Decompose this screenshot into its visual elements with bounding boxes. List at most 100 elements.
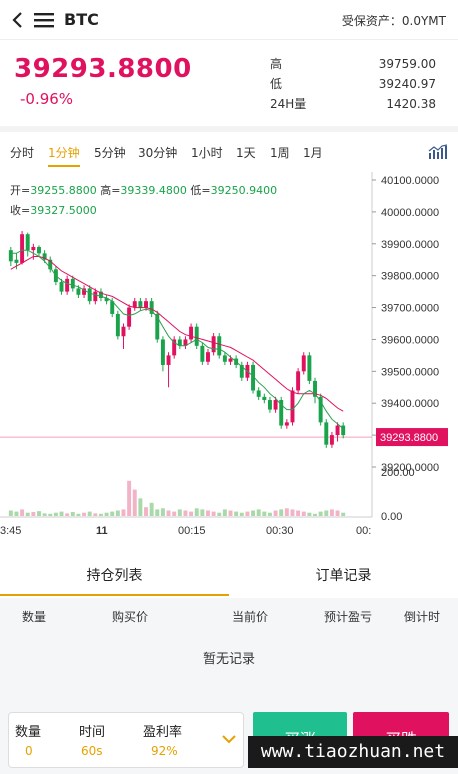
stat-low: 低 39240.97 — [270, 74, 436, 94]
candle-body — [31, 246, 36, 251]
open-label: 开= — [10, 184, 31, 197]
y-tick-label: 39700.0000 — [381, 303, 439, 315]
period-1hour[interactable]: 1小时 — [191, 146, 223, 160]
volume-bar — [189, 511, 194, 516]
candle-body — [200, 345, 205, 362]
rate-param: 盈利率 92% — [143, 721, 182, 758]
volume-bar — [59, 511, 64, 516]
candle-body — [239, 364, 244, 378]
candle-body — [262, 396, 267, 401]
stat-label: 低 — [270, 77, 283, 91]
candle-body — [296, 371, 301, 391]
volume-bar — [267, 512, 272, 516]
stat-value: 39759.00 — [378, 57, 436, 71]
period-30min[interactable]: 30分钟 — [138, 146, 178, 160]
volume-bar — [262, 511, 267, 516]
period-1month[interactable]: 1月 — [303, 146, 323, 160]
top-bar: BTC 受保资产：0.0YMT — [0, 0, 458, 40]
candle-body — [284, 422, 289, 426]
tab-orders[interactable]: 订单记录 — [315, 568, 372, 584]
candle-body — [42, 253, 47, 260]
candle-body — [110, 301, 115, 314]
time-value: 60s — [81, 744, 103, 758]
volume-bar — [115, 510, 120, 516]
volume-bar — [160, 508, 165, 516]
stat-label: 24H量 — [270, 97, 307, 111]
candle-body — [183, 339, 188, 346]
tab-positions[interactable]: 持仓列表 — [0, 558, 229, 596]
y-tick-label: 39600.0000 — [381, 334, 439, 346]
price-panel: 39293.8800 -0.96% 高 39759.00 低 39240.97 … — [0, 40, 458, 132]
candle-body — [138, 301, 143, 308]
qty-param: 数量 0 — [15, 721, 41, 758]
volume-bar — [37, 511, 41, 516]
menu-icon[interactable] — [34, 12, 54, 28]
candle-body — [341, 425, 346, 436]
volume-bar — [307, 512, 312, 516]
close-label: 收= — [10, 204, 31, 217]
qty-label: 数量 — [15, 725, 42, 740]
col-buy-price: 购买价 — [112, 610, 149, 624]
candle-body — [301, 355, 306, 372]
volume-bar — [273, 510, 278, 516]
volume-bar — [132, 489, 137, 516]
candle-body — [251, 364, 256, 391]
candlestick-chart[interactable]: 40100.0000 40000.0000 39900.0000 39800.0000… — [0, 172, 458, 552]
volume-bar — [313, 513, 317, 516]
order-params[interactable]: 数量 0 时间 60s 盈利率 92% — [8, 712, 244, 768]
current-price-label: 39293.8800 — [380, 432, 438, 444]
volume-bar — [177, 509, 182, 516]
candle-body — [172, 339, 177, 356]
volume-bar — [104, 512, 109, 516]
open-value: 39255.8800 — [30, 184, 97, 197]
candle-body — [211, 336, 216, 353]
period-5min[interactable]: 5分钟 — [94, 146, 126, 160]
y-tick-label: 39800.0000 — [381, 271, 439, 283]
candle-body — [149, 301, 154, 314]
time-param: 时间 60s — [79, 721, 105, 758]
volume-bar — [245, 511, 250, 516]
indicator-settings-icon[interactable] — [428, 144, 448, 160]
candle-body — [98, 291, 103, 298]
volume-bar — [53, 512, 58, 516]
volume-bar — [318, 511, 323, 516]
volume-bar — [149, 502, 154, 516]
positions-table-header: 数量 购买价 当前价 预计盈亏 倒计时 — [0, 598, 458, 634]
volume-bar — [217, 512, 222, 516]
stat-volume: 24H量 1420.38 — [270, 94, 436, 114]
stat-value: 39240.97 — [378, 77, 436, 91]
volume-bar — [200, 509, 205, 516]
volume-bar — [206, 510, 210, 516]
y-tick-label: 39200.0000 — [381, 462, 439, 474]
volume-bar — [296, 510, 301, 516]
volume-bar — [222, 509, 227, 516]
volume-bar — [127, 480, 132, 516]
period-1day[interactable]: 1天 — [236, 146, 256, 160]
volume-bar — [166, 510, 171, 516]
candle-body — [290, 390, 295, 423]
volume-bar — [341, 512, 346, 516]
candle-body — [335, 425, 340, 436]
back-arrow-icon[interactable] — [8, 10, 28, 30]
time-label: 时间 — [79, 725, 106, 740]
period-1min[interactable]: 1分钟 — [48, 144, 80, 167]
chevron-down-icon[interactable] — [221, 731, 237, 747]
current-price-badge — [376, 428, 448, 447]
volume-bar — [183, 510, 188, 516]
rate-label: 盈利率 — [143, 725, 183, 740]
qty-value: 0 — [25, 744, 33, 758]
col-current-price: 当前价 — [232, 610, 269, 624]
period-1week[interactable]: 1周 — [270, 146, 290, 160]
candle-body — [329, 435, 334, 445]
volume-bar — [98, 513, 103, 516]
empty-message: 暂无记录 — [202, 652, 255, 667]
volume-bar — [14, 511, 19, 516]
volume-bar — [31, 512, 36, 516]
period-timeline[interactable]: 分时 — [10, 146, 35, 160]
low-label: 低= — [190, 184, 211, 197]
volume-bar — [138, 498, 143, 516]
kline-chart-area[interactable]: 开=39255.8800 高=39339.4800 低=39250.9400 收… — [0, 172, 458, 552]
stat-value: 1420.38 — [386, 97, 436, 111]
candle-body — [82, 288, 87, 295]
x-tick-label: 00: — [356, 525, 371, 537]
